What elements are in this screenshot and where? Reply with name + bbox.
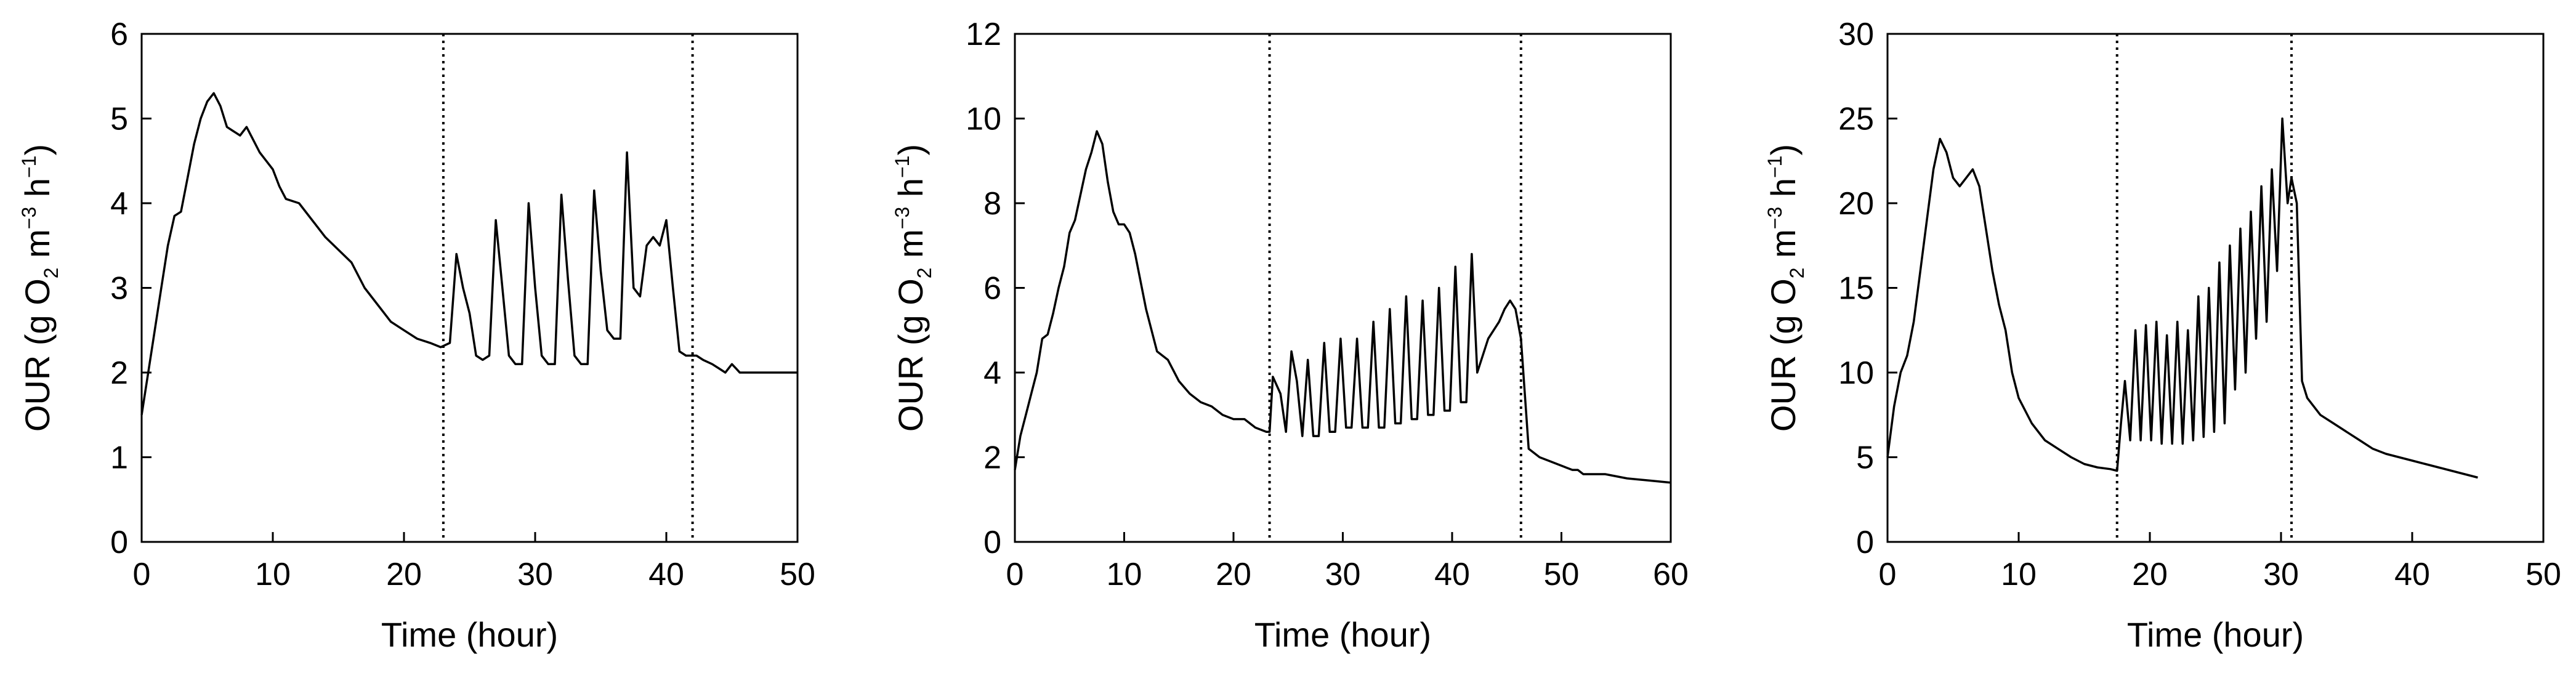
series-line-1 <box>140 92 797 416</box>
plot-frame <box>140 33 799 543</box>
x-tick-label-1: 10 <box>2001 557 2037 592</box>
y-tick-label-0: 0 <box>983 525 1001 560</box>
x-tick-label-2: 20 <box>1216 557 1251 592</box>
plot-frame <box>1014 33 1672 543</box>
chart-panel-3: 0 5 10 15 20 25 30 0 10 20 30 40 50 Time (hour) OUR (g… <box>1764 17 2561 654</box>
x-tick-label-5: 50 <box>2526 557 2561 592</box>
y-tick-label-3: 15 <box>1838 271 1874 307</box>
x-tick-label-5: 50 <box>780 557 815 592</box>
y-tick-label-2: 10 <box>1838 355 1874 391</box>
series-line-1 <box>1014 130 1671 484</box>
x-tick-label-0: 0 <box>1006 557 1024 592</box>
y-tick-label-0: 0 <box>1856 525 1874 560</box>
x-tick-label-0: 0 <box>1879 557 1897 592</box>
y-tick-label-6: 30 <box>1838 17 1874 52</box>
y-tick-label-3: 6 <box>983 271 1001 307</box>
y-tick-label-5: 25 <box>1838 102 1874 137</box>
x-tick-label-1: 10 <box>1107 557 1142 592</box>
series-line-1 <box>1886 117 2478 479</box>
y-tick-label-5: 5 <box>110 102 128 137</box>
y-tick-label-1: 2 <box>983 440 1001 476</box>
y-tick-label-6: 12 <box>966 17 1001 52</box>
y-tick-label-4: 8 <box>983 186 1001 222</box>
x-tick-label-3: 30 <box>1325 557 1361 592</box>
x-tick-label-6: 60 <box>1653 557 1689 592</box>
y-tick-label-0: 0 <box>110 525 128 560</box>
x-tick-label-0: 0 <box>133 557 151 592</box>
y-tick-label-2: 2 <box>110 355 128 391</box>
x-tick-label-2: 20 <box>386 557 422 592</box>
x-tick-label-3: 30 <box>2263 557 2299 592</box>
chart-panel-1: 0 1 2 3 4 5 6 0 10 20 30 40 50 Time (hour) OUR (g O2 m… <box>18 17 815 654</box>
y-axis-title: OUR (g O2 m−3 h−1) <box>891 144 935 432</box>
x-tick-label-1: 10 <box>255 557 291 592</box>
x-axis-title: Time (hour) <box>1254 615 1431 654</box>
y-tick-label-1: 5 <box>1856 440 1874 476</box>
chart-panel-2: 0 2 4 6 8 10 12 0 10 20 30 40 50 60 Time (hour) OUR (g … <box>891 17 1689 654</box>
x-tick-label-5: 50 <box>1544 557 1580 592</box>
plot-frame <box>1886 33 2545 543</box>
y-tick-label-4: 20 <box>1838 186 1874 222</box>
x-tick-label-3: 30 <box>517 557 553 592</box>
y-axis-title: OUR (g O2 m−3 h−1) <box>18 144 62 432</box>
y-tick-label-1: 1 <box>110 440 128 476</box>
x-tick-label-4: 40 <box>1434 557 1470 592</box>
y-tick-label-5: 10 <box>966 102 1001 137</box>
y-tick-label-4: 4 <box>110 186 128 222</box>
x-axis-title: Time (hour) <box>2127 615 2304 654</box>
y-axis-title: OUR (g O2 m−3 h−1) <box>1764 144 1808 432</box>
x-axis-title: Time (hour) <box>381 615 558 654</box>
y-tick-label-3: 3 <box>110 271 128 307</box>
y-tick-label-6: 6 <box>110 17 128 52</box>
x-tick-label-2: 20 <box>2132 557 2168 592</box>
y-tick-label-2: 4 <box>983 355 1001 391</box>
x-tick-label-4: 40 <box>2394 557 2430 592</box>
x-tick-label-4: 40 <box>648 557 684 592</box>
